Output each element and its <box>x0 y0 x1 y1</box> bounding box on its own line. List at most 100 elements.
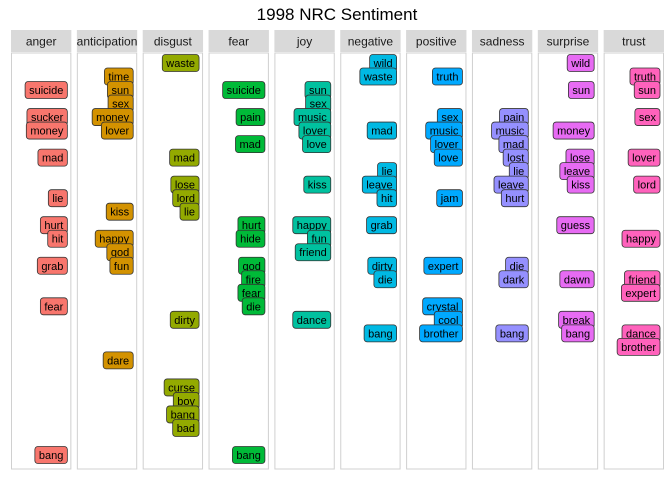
word-label: sex <box>107 94 134 113</box>
word-label-box <box>633 81 661 99</box>
word-label-text: guess <box>561 220 591 232</box>
word-label: sucker <box>26 108 68 126</box>
word-label: bang <box>561 324 595 343</box>
word-label: waste <box>359 67 398 86</box>
word-label-box <box>498 270 529 289</box>
word-label: fun <box>109 256 134 275</box>
word-label: bang <box>363 324 398 343</box>
word-label-text: bang <box>171 409 195 421</box>
word-label-text: fear <box>242 288 261 300</box>
word-label-box <box>621 283 661 302</box>
word-label: fear <box>39 297 68 316</box>
word-label-box <box>34 446 68 464</box>
word-label-box <box>436 189 463 208</box>
word-label-text: suicide <box>227 85 261 97</box>
word-label-box <box>500 189 529 208</box>
word-label-text: kiss <box>110 207 129 219</box>
word-label-text: sex <box>310 99 328 111</box>
word-label-text: dark <box>503 274 525 286</box>
word-label-box <box>433 148 463 167</box>
facet-strip <box>274 30 335 52</box>
word-label: love <box>302 135 332 154</box>
facet-strip <box>471 30 533 52</box>
word-label-box <box>179 202 200 221</box>
facet-panel-bg <box>537 52 599 470</box>
word-label-box <box>495 324 529 343</box>
word-label: sex <box>436 108 463 126</box>
word-label-text: bang <box>368 328 392 340</box>
facet-strip-label: surprise <box>547 35 590 49</box>
facet-strip-label: fear <box>228 35 249 49</box>
word-label-box <box>616 337 661 356</box>
word-label: lover <box>627 148 661 167</box>
word-label-text: fun <box>311 234 326 246</box>
word-label-text: happy <box>626 234 656 246</box>
word-label-text: crystal <box>427 301 459 313</box>
word-label: hurt <box>237 216 266 235</box>
word-label: dark <box>498 270 529 289</box>
word-label-text: fire <box>246 274 261 286</box>
word-label-box <box>561 324 595 343</box>
word-label-text: kiss <box>308 180 327 192</box>
word-label: pain <box>235 108 266 126</box>
word-label-box <box>235 135 266 154</box>
word-label-text: mad <box>174 153 195 165</box>
word-label-box <box>39 297 68 316</box>
word-label: love <box>433 148 463 167</box>
word-label-text: fear <box>44 301 63 313</box>
word-label-text: hide <box>240 234 261 246</box>
word-label-text: time <box>108 72 129 84</box>
word-label-text: lover <box>632 153 656 165</box>
word-label-box <box>621 229 661 248</box>
word-label: truth <box>629 67 661 86</box>
word-label-text: money <box>30 126 64 138</box>
word-label-text: lover <box>303 126 327 138</box>
word-label: bang <box>495 324 529 343</box>
facet-strip-label: anger <box>26 35 57 49</box>
word-label-box <box>235 108 266 126</box>
word-label-box <box>37 148 68 167</box>
word-label: lost <box>502 148 529 167</box>
word-label: time <box>104 67 134 86</box>
word-label-text: dirty <box>372 261 393 273</box>
word-label-text: hit <box>52 234 64 246</box>
word-label-box <box>109 256 134 275</box>
word-label: money <box>25 121 68 140</box>
word-label-box <box>241 297 266 316</box>
word-label-box <box>633 175 661 194</box>
word-label: cool <box>433 310 463 329</box>
word-label-box <box>376 189 398 208</box>
facet-strip-label: joy <box>296 35 312 49</box>
word-label-text: mad <box>42 153 63 165</box>
word-label-text: pain <box>504 112 525 124</box>
word-label-box <box>423 256 463 275</box>
word-label: happy <box>292 216 332 235</box>
word-label-box <box>232 446 266 464</box>
word-label-box <box>566 175 595 194</box>
word-label-box <box>432 67 463 86</box>
word-label: bang <box>232 446 266 464</box>
word-label-text: sun <box>638 85 656 97</box>
facet-strip <box>11 30 72 52</box>
word-label-text: bad <box>177 423 195 435</box>
word-label: bad <box>172 419 200 437</box>
word-label-text: bang <box>39 450 63 462</box>
word-label-text: pain <box>240 112 261 124</box>
facet-strip-label: positive <box>416 35 457 49</box>
word-label: mad <box>37 148 68 167</box>
word-label-text: lie <box>52 193 63 205</box>
facet-strip-label: anticipation <box>77 35 138 49</box>
word-label: happy <box>621 229 661 248</box>
word-label-text: sun <box>572 85 590 97</box>
word-label-box <box>172 419 200 437</box>
word-label: leave <box>559 162 595 181</box>
word-label: expert <box>423 256 463 275</box>
word-label: die <box>241 297 266 316</box>
word-label-text: hurt <box>44 220 63 232</box>
word-label-text: die <box>378 274 393 286</box>
word-label: dirty <box>169 310 200 329</box>
word-label: kiss <box>105 202 134 221</box>
